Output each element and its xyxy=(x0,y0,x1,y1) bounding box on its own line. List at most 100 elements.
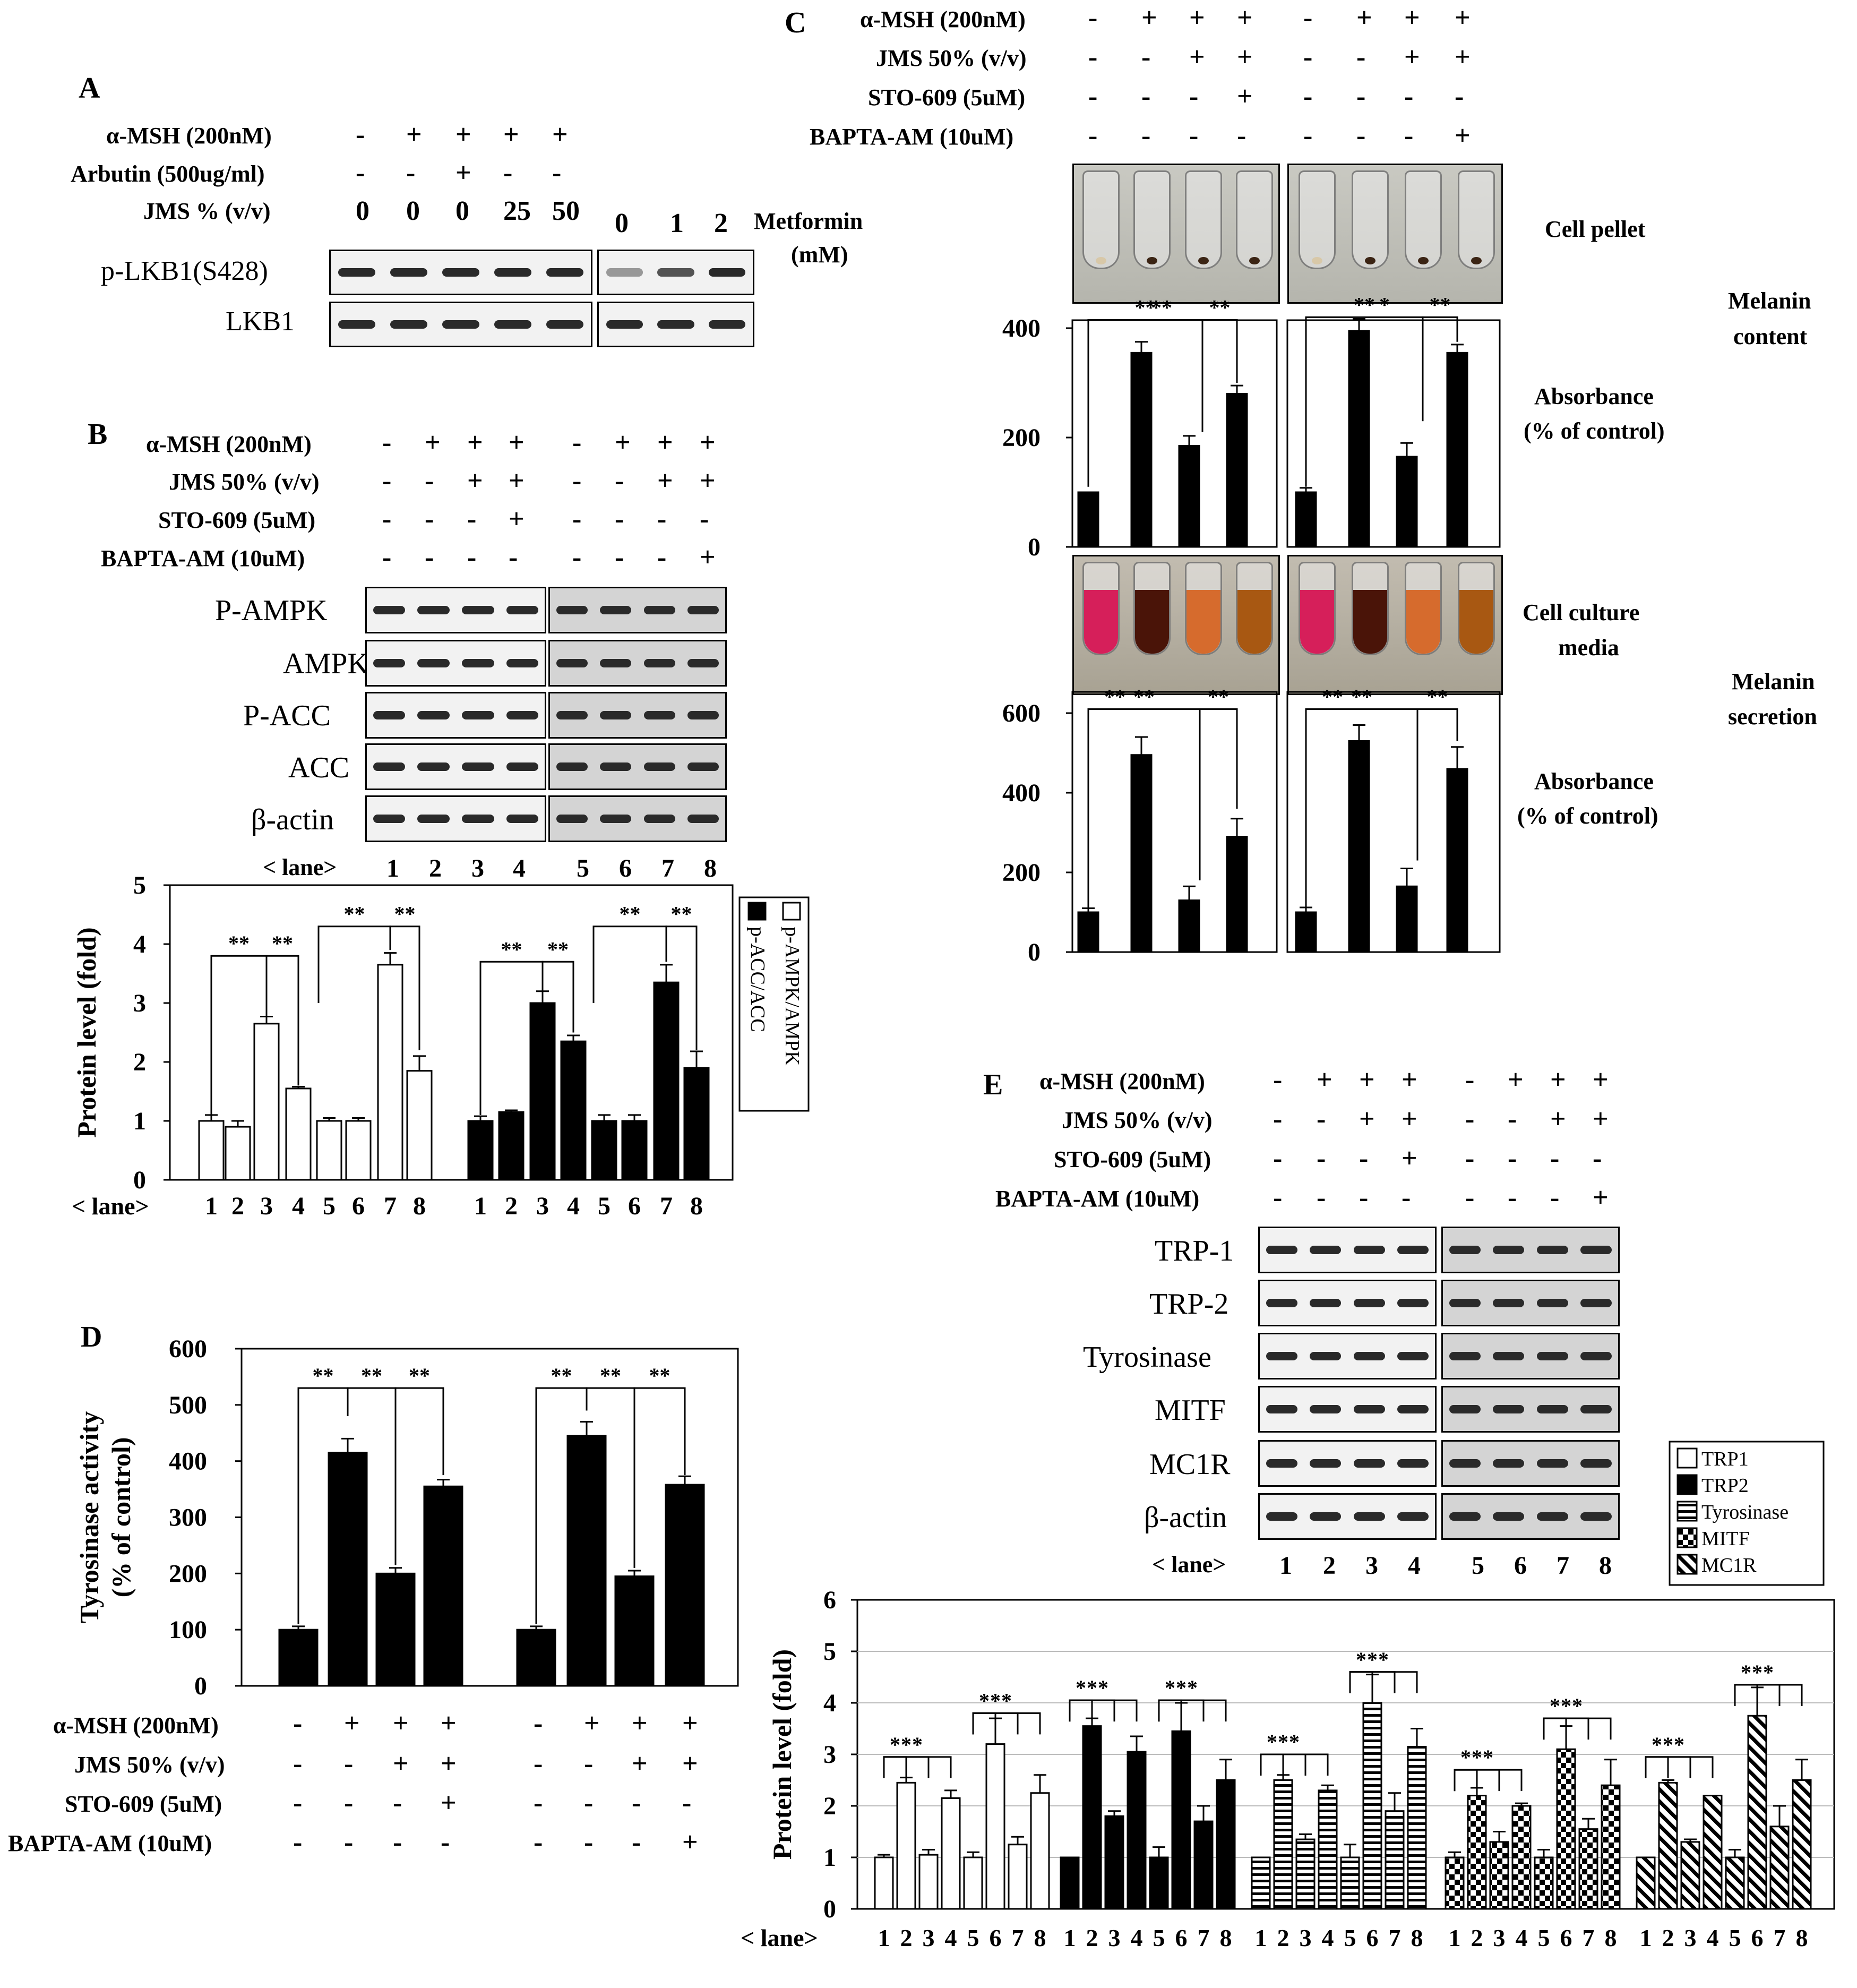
bar xyxy=(1295,491,1317,548)
western-blot-p-ampk xyxy=(548,587,727,633)
plot-frame xyxy=(1286,319,1501,548)
y-tick-label: 400 xyxy=(1002,779,1041,807)
significance-label: * xyxy=(1267,1730,1277,1754)
y-tick-label: 6 xyxy=(823,1586,836,1614)
x-tick-label: 5 xyxy=(323,1192,336,1220)
blot-band xyxy=(1397,1459,1429,1468)
x-tick-label: 4 xyxy=(1707,1924,1719,1951)
significance-label: ** xyxy=(394,902,416,926)
significance-label: * xyxy=(912,1733,923,1756)
media-liquid xyxy=(1135,590,1170,654)
bar xyxy=(1295,1838,1316,1910)
blot-band xyxy=(1353,1405,1385,1413)
blot-band xyxy=(506,815,539,823)
treatment-sign: - xyxy=(1465,1104,1475,1134)
treatment-sign: - xyxy=(657,542,667,572)
x-tick-label: 1 xyxy=(1640,1924,1652,1951)
y-tick-label: 3 xyxy=(823,1741,836,1769)
treatment-sign: + xyxy=(1508,1065,1524,1095)
western-blot-beta-actin xyxy=(1258,1493,1437,1540)
significance-label: * xyxy=(1098,1676,1108,1700)
bar xyxy=(1340,1856,1360,1910)
blot-label: MC1R xyxy=(1149,1448,1231,1481)
western-blot-beta-actin xyxy=(1441,1493,1620,1540)
panel-b-letter: B xyxy=(88,418,108,451)
treatment-sign: + xyxy=(1141,3,1157,33)
x-tick-label: 7 xyxy=(1389,1924,1401,1951)
treatment-sign: - xyxy=(584,1827,594,1857)
significance-bracket xyxy=(1349,1671,1418,1693)
significance-label: * xyxy=(1165,1676,1175,1700)
absorbance-unit: (% of control) xyxy=(1524,418,1665,444)
significance-label: ** xyxy=(1208,685,1229,709)
tube xyxy=(1405,562,1442,655)
treatment-sign: - xyxy=(1141,81,1151,112)
x-axis-title: < lane> xyxy=(72,1193,149,1220)
blot-band xyxy=(1493,1246,1525,1254)
lane-number: 1 xyxy=(1279,1552,1292,1580)
x-tick-label: 5 xyxy=(967,1924,979,1951)
blot-band xyxy=(1449,1352,1481,1360)
treatment-sign: - xyxy=(682,1788,692,1818)
melanin-content-label: Melanin xyxy=(1728,288,1811,314)
legend-label: TRP1 xyxy=(1701,1448,1749,1470)
significance-label: * xyxy=(1356,1648,1366,1672)
treatment-sign: - xyxy=(1404,81,1414,112)
significance-label: * xyxy=(1652,1733,1662,1756)
blot-band xyxy=(687,815,719,823)
bar xyxy=(1445,1856,1465,1910)
media-liquid xyxy=(1084,590,1119,654)
bar xyxy=(1396,885,1418,953)
blot-label: TRP-2 xyxy=(1149,1288,1229,1321)
western-blot-mc1r xyxy=(1258,1440,1437,1487)
bar xyxy=(1082,1725,1102,1910)
bar xyxy=(1725,1856,1745,1910)
plot-frame xyxy=(169,884,734,1181)
x-tick-label: 4 xyxy=(1131,1924,1143,1951)
treatment-sign: + xyxy=(1237,3,1253,33)
western-blot-trp-1 xyxy=(1258,1227,1437,1273)
significance-bracket xyxy=(1201,319,1238,432)
x-tick-label: 8 xyxy=(1411,1924,1423,1951)
significance-label: ** xyxy=(1322,685,1343,709)
significance-bracket xyxy=(1645,1756,1714,1778)
bar xyxy=(1680,1841,1700,1910)
significance-bracket xyxy=(1158,1699,1227,1722)
treatment-sign: - xyxy=(1465,1143,1475,1173)
lane-number: 5 xyxy=(577,854,589,882)
significance-label: * xyxy=(979,1689,990,1712)
blot-band xyxy=(1266,1512,1297,1521)
treatment-sign: - xyxy=(509,542,518,572)
blot-band xyxy=(417,659,450,667)
y-tick-label: 2 xyxy=(133,1048,146,1076)
significance-bracket xyxy=(1645,1756,1669,1778)
bar xyxy=(1060,1856,1080,1910)
treatment-sign: + xyxy=(1402,1143,1417,1173)
panel-a-letter: A xyxy=(79,72,100,105)
treatment-sign: - xyxy=(1359,1182,1369,1213)
x-tick-label: 8 xyxy=(413,1192,426,1220)
treatment-sign: - xyxy=(382,466,392,496)
x-tick-label: 1 xyxy=(1255,1924,1267,1951)
significance-label: ** xyxy=(1354,293,1375,316)
lane-number: 3 xyxy=(471,854,484,882)
treatment-sign: - xyxy=(1402,1182,1411,1213)
x-tick-label: 5 xyxy=(1538,1924,1550,1951)
bar xyxy=(653,981,680,1181)
treatment-sign: - xyxy=(1088,42,1098,72)
treatment-sign: - xyxy=(1141,42,1151,72)
lane-number: 3 xyxy=(1365,1552,1378,1580)
treatment-sign: - xyxy=(1465,1065,1475,1095)
bar xyxy=(1226,836,1248,953)
blot-band xyxy=(1266,1246,1297,1254)
western-blot-trp-1 xyxy=(1441,1227,1620,1273)
y-tick-label: 500 xyxy=(169,1391,207,1419)
bar xyxy=(1104,1815,1124,1910)
bar xyxy=(1556,1748,1576,1910)
y-axis-label: Tyrosinase activity xyxy=(74,1411,104,1624)
blot-band xyxy=(1493,1299,1525,1307)
blot-band xyxy=(600,659,632,667)
significance-label: ** xyxy=(228,931,250,955)
melanin-pellet xyxy=(1147,257,1158,264)
treatment-sign: - xyxy=(382,504,392,534)
